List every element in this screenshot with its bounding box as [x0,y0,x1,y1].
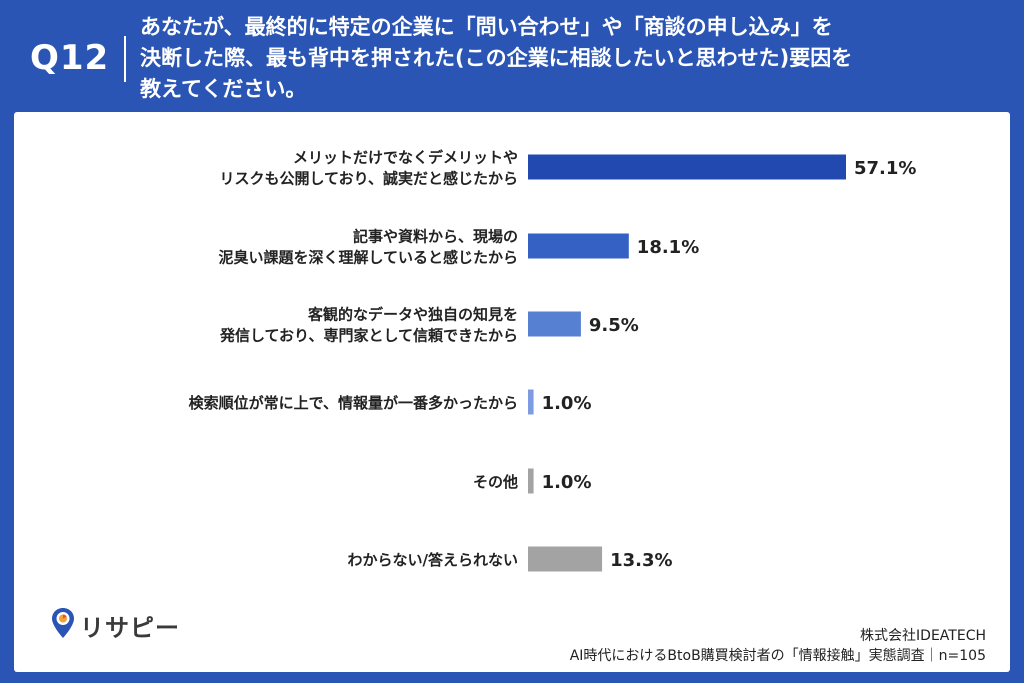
chart-panel [14,112,1010,672]
footer-company: 株式会社IDEATECH [860,628,986,644]
category-label: リスクも公開しており、誠実だと感じたから [219,170,518,188]
question-text: あなたが、最終的に特定の企業に「問い合わせ」や「商談の申し込み」を 決断した際、… [140,12,1000,105]
value-label: 1.0% [542,393,592,414]
category-label: 泥臭い課題を深く理解していると感じたから [218,249,518,267]
bar [528,546,603,572]
value-label: 1.0% [542,472,592,493]
category-label: メリットだけでなくデメリットや [293,149,518,167]
footer-survey: AI時代におけるBtoB購買検討者の「情報接触」実態調査｜n=105 [569,648,986,664]
bar [528,233,629,259]
pin-icon [52,608,74,638]
category-label: 記事や資料から、現場の [353,228,518,246]
bar [528,468,534,494]
footer: 株式会社IDEATECH AI時代におけるBtoB購買検討者の「情報接触」実態調… [570,626,986,666]
bar [528,154,846,180]
value-label: 13.3% [610,550,672,571]
category-label: 検索順位が常に上で、情報量が一番多かったから [189,394,518,412]
question-number: Q12 [30,38,110,78]
question-line: 教えてください。 [140,77,307,101]
category-label: わからない/答えられない [348,551,518,569]
risapi-logo: リサピー [50,606,190,642]
bar [528,311,581,337]
category-label: その他 [473,473,518,491]
header: Q12 あなたが、最終的に特定の企業に「問い合わせ」や「商談の申し込み」を 決断… [0,0,1024,112]
value-label: 57.1% [854,158,916,179]
question-line: 決断した際、最も背中を押された(この企業に相談したいと思わせた)要因を [140,46,853,70]
question-line: あなたが、最終的に特定の企業に「問い合わせ」や「商談の申し込み」を [140,15,833,39]
bar [528,389,534,415]
value-label: 18.1% [637,237,699,258]
category-label: 客観的なデータや独自の知見を [307,306,518,324]
question-separator [124,36,126,82]
logo-text: リサピー [80,614,180,642]
value-label: 9.5% [589,315,639,336]
category-label: 発信しており、専門家として信頼できたから [219,327,518,345]
